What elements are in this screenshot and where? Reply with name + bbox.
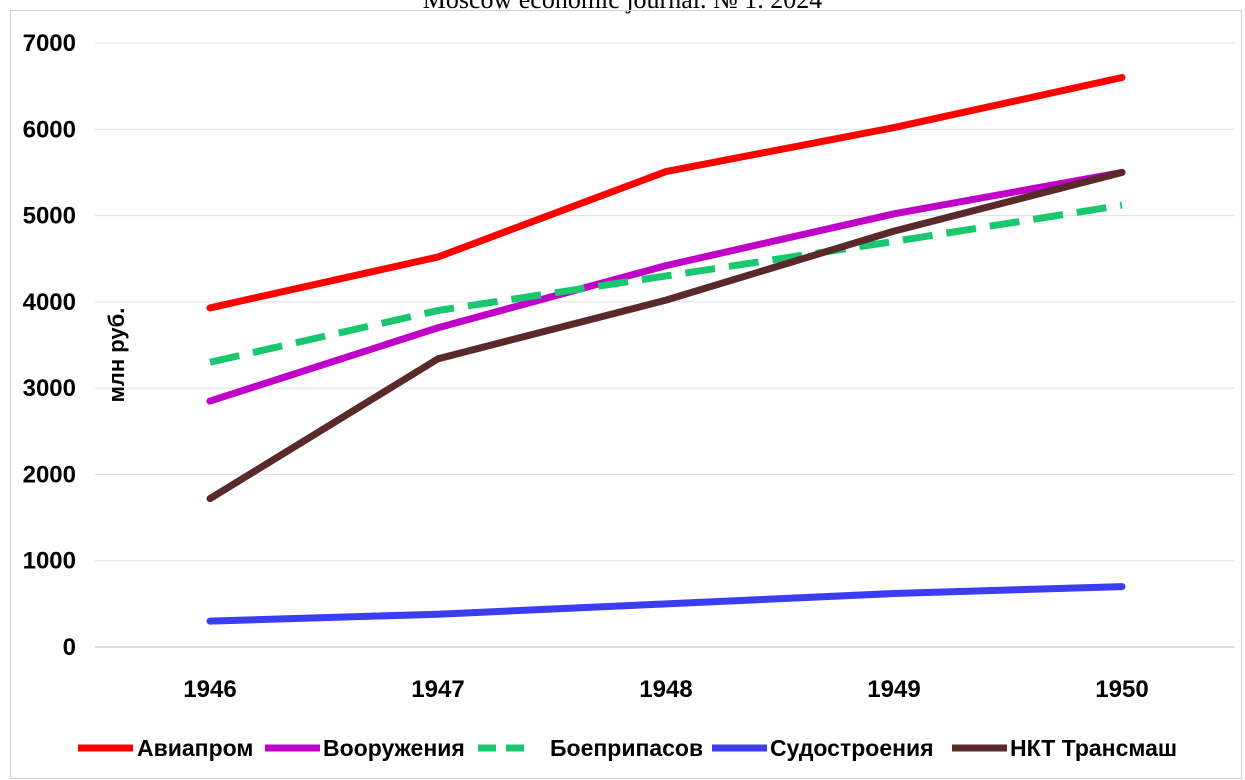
y-tick-label: 3000 (23, 375, 76, 402)
series-line-3 (206, 583, 1126, 625)
series-line-0 (206, 74, 1126, 312)
y-tick-label: 7000 (23, 30, 76, 57)
y-tick-label: 1000 (23, 548, 76, 575)
y-tick-label: 0 (63, 634, 76, 661)
legend-label-3: Судостроения (770, 735, 934, 761)
y-axis-ticks: 0 1000 2000 3000 4000 5000 6000 7000 (23, 30, 76, 661)
x-tick-label: 1946 (183, 676, 236, 703)
legend-label-0: Авиапром (137, 735, 253, 761)
legend-label-1: Вооружения (323, 735, 465, 761)
legend: Авиапром Вооружения Боеприпасов Судостроени… (78, 735, 1177, 761)
y-tick-label: 6000 (23, 116, 76, 143)
legend-label-4: НКТ Трансмаш (1010, 735, 1177, 761)
x-tick-label: 1947 (411, 676, 464, 703)
series-line-1 (206, 168, 1126, 405)
chart-frame (10, 10, 1242, 779)
legend-label-2: Боеприпасов (550, 735, 703, 761)
x-tick-label: 1948 (639, 676, 692, 703)
gridlines (95, 42, 1235, 648)
series-line-4 (206, 168, 1126, 503)
x-tick-label: 1950 (1095, 676, 1148, 703)
y-tick-label: 5000 (23, 203, 76, 230)
x-axis-ticks: 1946 1947 1948 1949 1950 (183, 676, 1148, 703)
series-line-2 (209, 201, 1123, 366)
y-tick-label: 4000 (23, 289, 76, 316)
y-axis-label: млн руб. (104, 308, 129, 403)
x-tick-label: 1949 (867, 676, 920, 703)
series-lines (206, 74, 1126, 625)
y-tick-label: 2000 (23, 461, 76, 488)
